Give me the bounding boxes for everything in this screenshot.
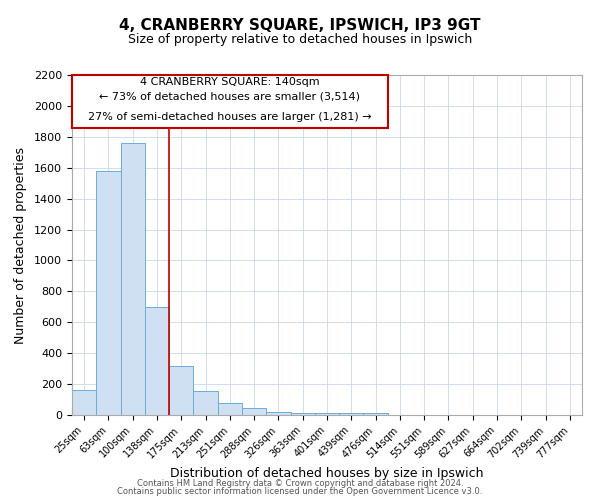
Bar (290, 412, 315, 415)
Bar (169, 366, 193, 415)
Text: 27% of semi-detached houses are larger (1,281) →: 27% of semi-detached houses are larger (… (88, 112, 371, 122)
Text: Contains HM Land Registry data © Crown copyright and database right 2024.: Contains HM Land Registry data © Crown c… (137, 478, 463, 488)
Bar (266, 412, 290, 415)
Bar (96, 171, 121, 415)
Bar (339, 414, 364, 415)
FancyBboxPatch shape (72, 75, 388, 128)
Bar (364, 414, 388, 415)
Bar (315, 414, 339, 415)
Bar (121, 143, 145, 415)
Bar (218, 402, 242, 415)
Text: Size of property relative to detached houses in Ipswich: Size of property relative to detached ho… (128, 32, 472, 46)
Text: 4 CRANBERRY SQUARE: 140sqm: 4 CRANBERRY SQUARE: 140sqm (140, 76, 320, 86)
Y-axis label: Number of detached properties: Number of detached properties (14, 146, 27, 344)
Bar (72, 390, 96, 415)
Bar (145, 307, 169, 415)
Text: Contains public sector information licensed under the Open Government Licence v3: Contains public sector information licen… (118, 487, 482, 496)
Bar (242, 408, 266, 415)
X-axis label: Distribution of detached houses by size in Ipswich: Distribution of detached houses by size … (170, 466, 484, 479)
Bar (193, 391, 218, 415)
Text: ← 73% of detached houses are smaller (3,514): ← 73% of detached houses are smaller (3,… (100, 92, 361, 102)
Text: 4, CRANBERRY SQUARE, IPSWICH, IP3 9GT: 4, CRANBERRY SQUARE, IPSWICH, IP3 9GT (119, 18, 481, 32)
